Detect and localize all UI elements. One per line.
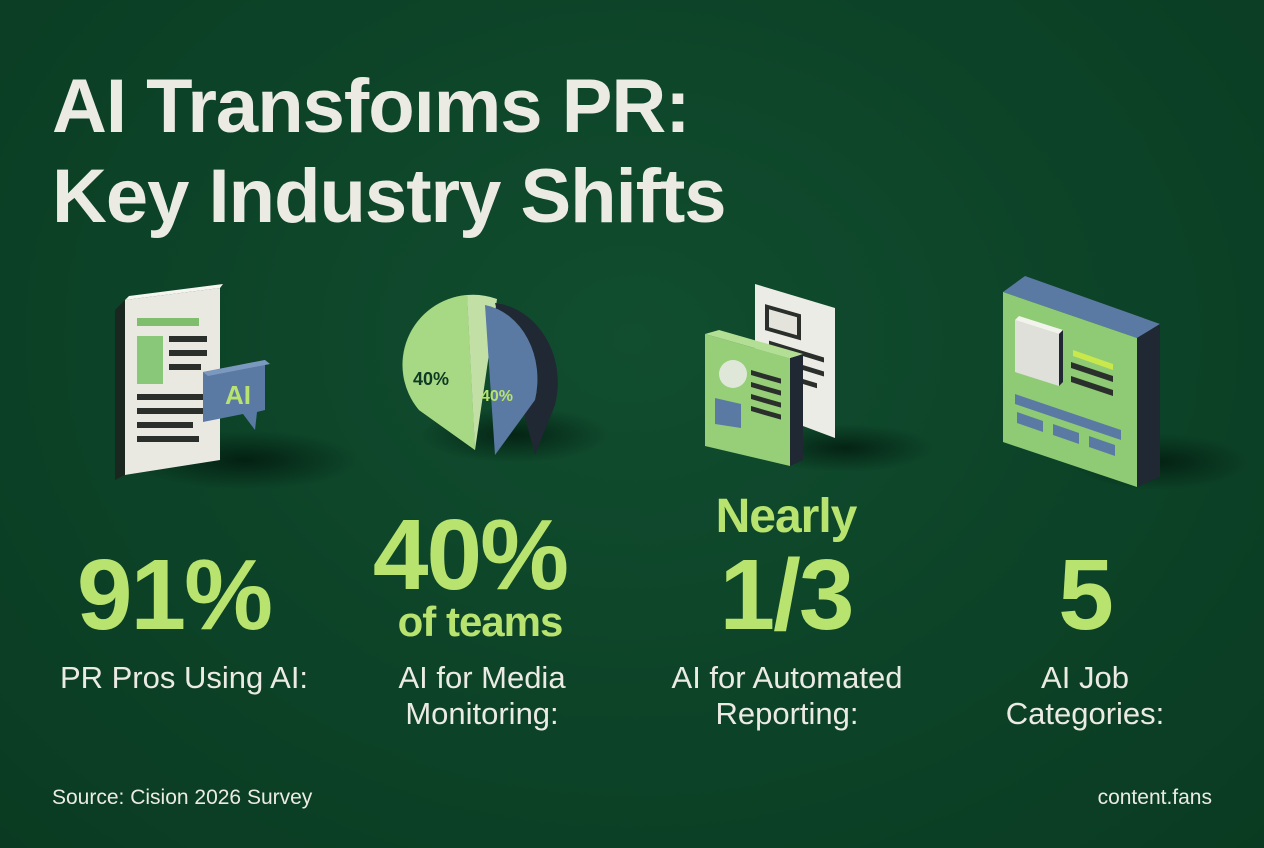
dashboard-panel-icon: [1003, 276, 1250, 490]
stat-label-line-1: AI Job: [1041, 660, 1129, 695]
pie-chart-icon: 40% 40%: [402, 294, 610, 463]
source-note: Source: Cision 2026 Survey: [52, 786, 313, 809]
pie-label-a: 40%: [413, 369, 449, 389]
news-ai-document-icon: AI: [115, 284, 355, 490]
stat-label-line-1: AI for Automated: [671, 660, 903, 695]
stat-value-automated-reporting: 1/3: [719, 539, 854, 651]
brand-credit: content.fans: [1097, 786, 1212, 809]
ai-bubble-text: AI: [225, 380, 251, 410]
stat-secondary-media-monitoring: of teams: [397, 598, 564, 645]
stat-label-line-2: Reporting:: [715, 696, 859, 731]
stat-label-media-monitoring: AI for Media Monitoring:: [332, 660, 632, 732]
stat-value-media-monitoring: 40%: [372, 499, 569, 611]
title-line-1: AI Transfoıms PR:: [52, 64, 691, 149]
report-documents-icon: [705, 284, 935, 472]
stat-value-job-categories: 5: [1058, 539, 1114, 651]
stat-label-line-2: Categories:: [1005, 696, 1165, 731]
pie-label-b: 40%: [481, 388, 513, 405]
page-title: AI Transfoıms PR: Key Industry Shifts: [52, 62, 727, 242]
stat-prefix-automated-reporting: Nearly: [715, 490, 858, 543]
stat-label-job-categories: AI Job Categories:: [935, 660, 1235, 732]
stat-label-pr-pros: PR Pros Using AI:: [34, 660, 334, 696]
stat-value-pr-pros: 91%: [76, 539, 273, 651]
stat-label-line-2: Monitoring:: [405, 696, 559, 731]
stat-label-line-1: AI for Media: [398, 660, 566, 695]
stat-label-automated-reporting: AI for Automated Reporting:: [637, 660, 937, 732]
title-line-2: Key Industry Shifts: [52, 154, 727, 239]
stat-label-line-1: PR Pros Using AI:: [59, 660, 309, 695]
